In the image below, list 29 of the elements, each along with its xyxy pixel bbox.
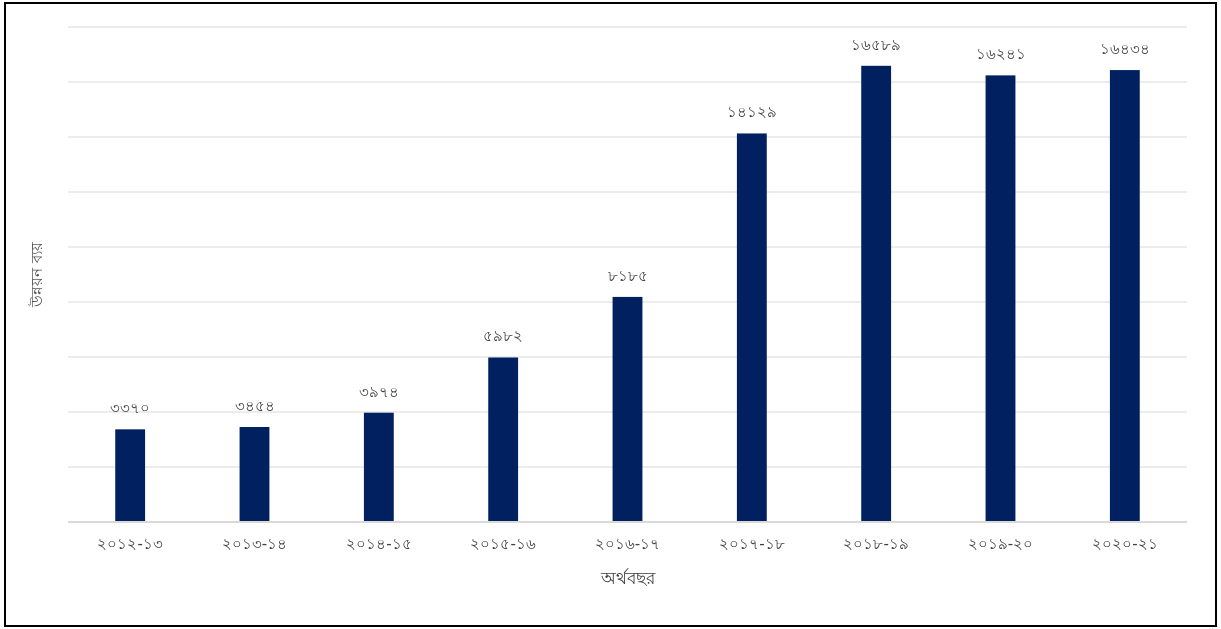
bar [239,427,270,522]
data-label: ৮১৮৫ [607,266,648,285]
bar [985,75,1016,522]
data-label: ৩৩৭০ [110,399,151,418]
x-tick-label: ২০১৭-১৮ [719,535,785,553]
bar [612,296,643,522]
data-label: ১৬২৪১ [975,45,1026,64]
x-tick-label: ২০১৮-১৯ [843,535,909,553]
x-tick-label: ২০১৩-১৪ [221,535,288,553]
data-label: ৩৪৫৪ [234,397,275,416]
bar [488,357,519,522]
x-axis-title: অর্থবছর [599,568,656,588]
x-tick-label: ২০১৫-১৬ [470,535,536,553]
data-label: ১৪১২৯ [726,103,777,122]
x-tick-label: ২০১২-১৩ [97,535,163,553]
bar [861,65,892,522]
x-tick-label: ২০১৯-২০ [967,535,1034,553]
data-label: ১৬৪৩৪ [1099,40,1150,59]
bar [1109,70,1140,522]
data-label: ১৬৫৮৯ [851,35,902,54]
bar [736,133,767,522]
x-tick-label: ২০১৪-১৫ [346,535,412,553]
x-tick-label: ২০২০-২১ [1092,535,1158,553]
data-label: ৫৯৮২ [483,327,524,346]
x-tick-label: ২০১৬-১৭ [594,535,661,553]
bar [115,429,146,522]
y-axis-title: উন্নয়ন ব্যয় [28,241,46,308]
data-label: ৩৯৭৪ [358,382,399,401]
bar [363,412,394,522]
